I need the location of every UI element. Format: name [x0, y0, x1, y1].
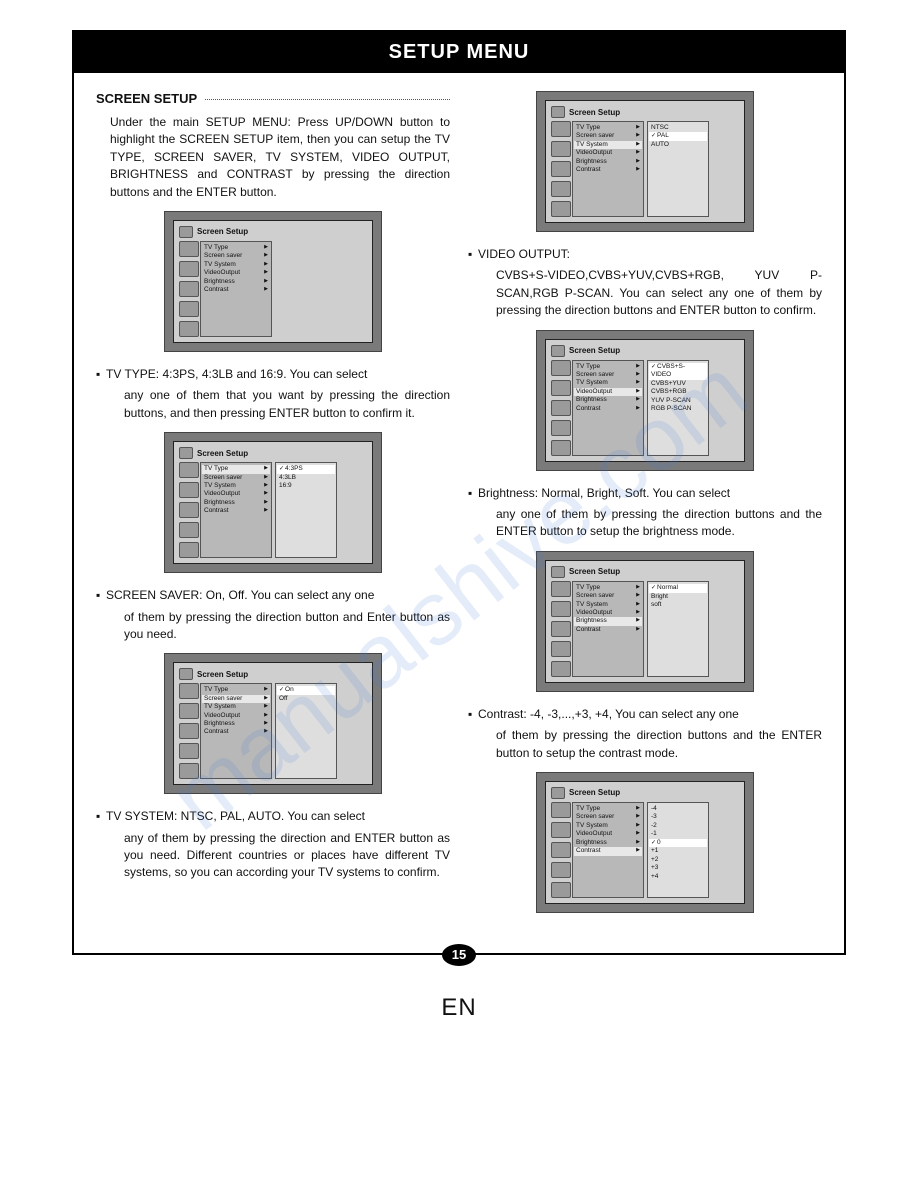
video-rest: CVBS+S-VIDEO,CVBS+YUV,CVBS+RGB, YUV P-SC…	[496, 267, 822, 319]
video-lead: VIDEO OUTPUT:	[478, 246, 822, 263]
screenshot-tvtype: Screen SetupTV Type▶Screen saver▶TV Syst…	[164, 432, 382, 573]
screenshot-bright: Screen SetupTV Type▶Screen saver▶TV Syst…	[536, 551, 754, 692]
tvtype-lead: TV TYPE: 4:3PS, 4:3LB and 16:9. You can …	[106, 366, 450, 383]
contrast-rest: of them by pressing the direction button…	[496, 727, 822, 762]
tvsys-rest: any of them by pressing the direction an…	[124, 830, 450, 882]
screenshot-saver: Screen SetupTV Type▶Screen saver▶TV Syst…	[164, 653, 382, 794]
contrast-lead: Contrast: -4, -3,...,+3, +4, You can sel…	[478, 706, 822, 723]
bright-rest: any one of them by pressing the directio…	[496, 506, 822, 541]
screenshot-tvsys: Screen SetupTV Type▶Screen saver▶TV Syst…	[536, 91, 754, 232]
screenshot-video: Screen SetupTV Type▶Screen saver▶TV Syst…	[536, 330, 754, 471]
tvsys-lead: TV SYSTEM: NTSC, PAL, AUTO. You can sele…	[106, 808, 450, 825]
tvtype-rest: any one of them that you want by pressin…	[124, 387, 450, 422]
bright-lead: Brightness: Normal, Bright, Soft. You ca…	[478, 485, 822, 502]
intro-text: Under the main SETUP MENU: Press UP/DOWN…	[110, 114, 450, 201]
page-header: SETUP MENU	[74, 32, 844, 73]
language-code: EN	[0, 994, 918, 1022]
section-title: SCREEN SETUP	[96, 91, 197, 106]
saver-rest: of them by pressing the direction button…	[124, 609, 450, 644]
screenshot-main: Screen SetupTV Type▶Screen saver▶TV Syst…	[164, 211, 382, 352]
page-number: 15	[442, 944, 476, 966]
saver-lead: SCREEN SAVER: On, Off. You can select an…	[106, 587, 450, 604]
screenshot-contrast: Screen SetupTV Type▶Screen saver▶TV Syst…	[536, 772, 754, 913]
